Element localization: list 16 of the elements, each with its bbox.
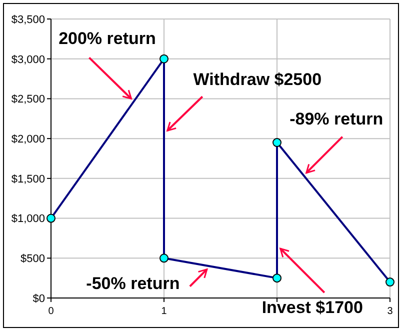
annotation: 200% return [58, 29, 156, 48]
y-tick-label: $3,000 [11, 54, 45, 66]
y-tick-label: $3,500 [11, 14, 45, 26]
annotation: Withdraw $2500 [193, 70, 322, 90]
y-tick-label: $1,000 [11, 213, 45, 226]
x-tick-label: 1 [161, 306, 168, 317]
y-tick-label: $1,500 [11, 173, 45, 186]
y-tick-label: $2,500 [11, 94, 45, 106]
y-tick-label: $2,000 [11, 133, 45, 146]
x-tick-label: 0 [48, 306, 54, 317]
y-tick-label: $0 [32, 292, 45, 305]
x-tick-label: 3 [387, 306, 394, 317]
y-tick-label: $500 [20, 253, 45, 266]
annotation: -50% return [86, 274, 180, 293]
annotation: Invest $1700 [262, 298, 363, 318]
annotation: -89% return [290, 109, 384, 128]
